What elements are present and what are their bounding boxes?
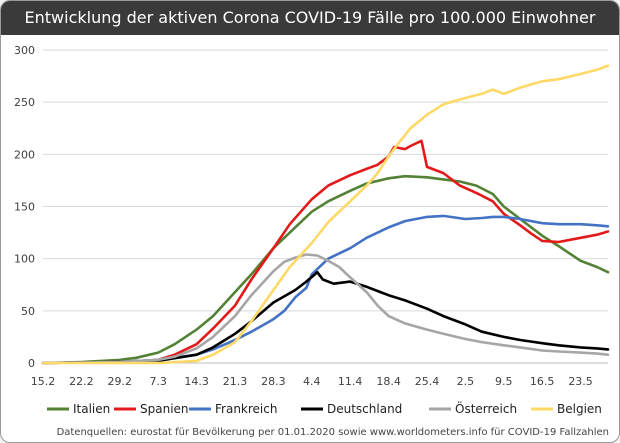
legend-label: Italien xyxy=(73,402,110,416)
x-tick-label: 9.5 xyxy=(495,375,513,388)
chart-title: Entwicklung der aktiven Corona COVID-19 … xyxy=(1,1,619,35)
x-tick-label: 22.2 xyxy=(69,375,94,388)
x-tick-label: 18.4 xyxy=(376,375,401,388)
series-line-belgien xyxy=(41,64,610,365)
x-tick-label: 21.3 xyxy=(223,375,248,388)
x-tick-label: 7.3 xyxy=(149,375,167,388)
x-tick-label: 25.4 xyxy=(415,375,440,388)
series-line-frankreich xyxy=(41,214,610,365)
x-tick-label: 29.2 xyxy=(108,375,133,388)
y-tick-label: 300 xyxy=(14,44,35,57)
x-tick-label: 14.3 xyxy=(184,375,209,388)
y-tick-label: 100 xyxy=(14,253,35,266)
x-tick-label: 11.4 xyxy=(338,375,363,388)
x-tick-label: 28.3 xyxy=(261,375,286,388)
x-tick-label: 23.5 xyxy=(568,375,593,388)
x-tick-label: 2.5 xyxy=(457,375,475,388)
legend-label: Spanien xyxy=(140,402,189,416)
y-tick-label: 0 xyxy=(28,357,35,370)
y-tick-label: 150 xyxy=(14,201,35,214)
legend-label: Belgien xyxy=(557,402,602,416)
x-tick-label: 15.2 xyxy=(31,375,56,388)
series-line-spanien xyxy=(41,139,610,365)
x-tick-label: 4.4 xyxy=(303,375,321,388)
legend-label: Österreich xyxy=(455,400,517,416)
x-tick-label: 16.5 xyxy=(530,375,555,388)
legend-label: Frankreich xyxy=(215,402,277,416)
y-tick-label: 200 xyxy=(14,148,35,161)
y-tick-label: 250 xyxy=(14,96,35,109)
data-source-note: Datenquellen: eurostat für Bevölkerung p… xyxy=(56,427,609,438)
series-line-österreich xyxy=(41,253,610,365)
series-line-deutschland xyxy=(41,270,610,365)
y-tick-label: 50 xyxy=(21,305,35,318)
legend-label: Deutschland xyxy=(327,402,402,416)
series-line-italien xyxy=(41,174,610,365)
